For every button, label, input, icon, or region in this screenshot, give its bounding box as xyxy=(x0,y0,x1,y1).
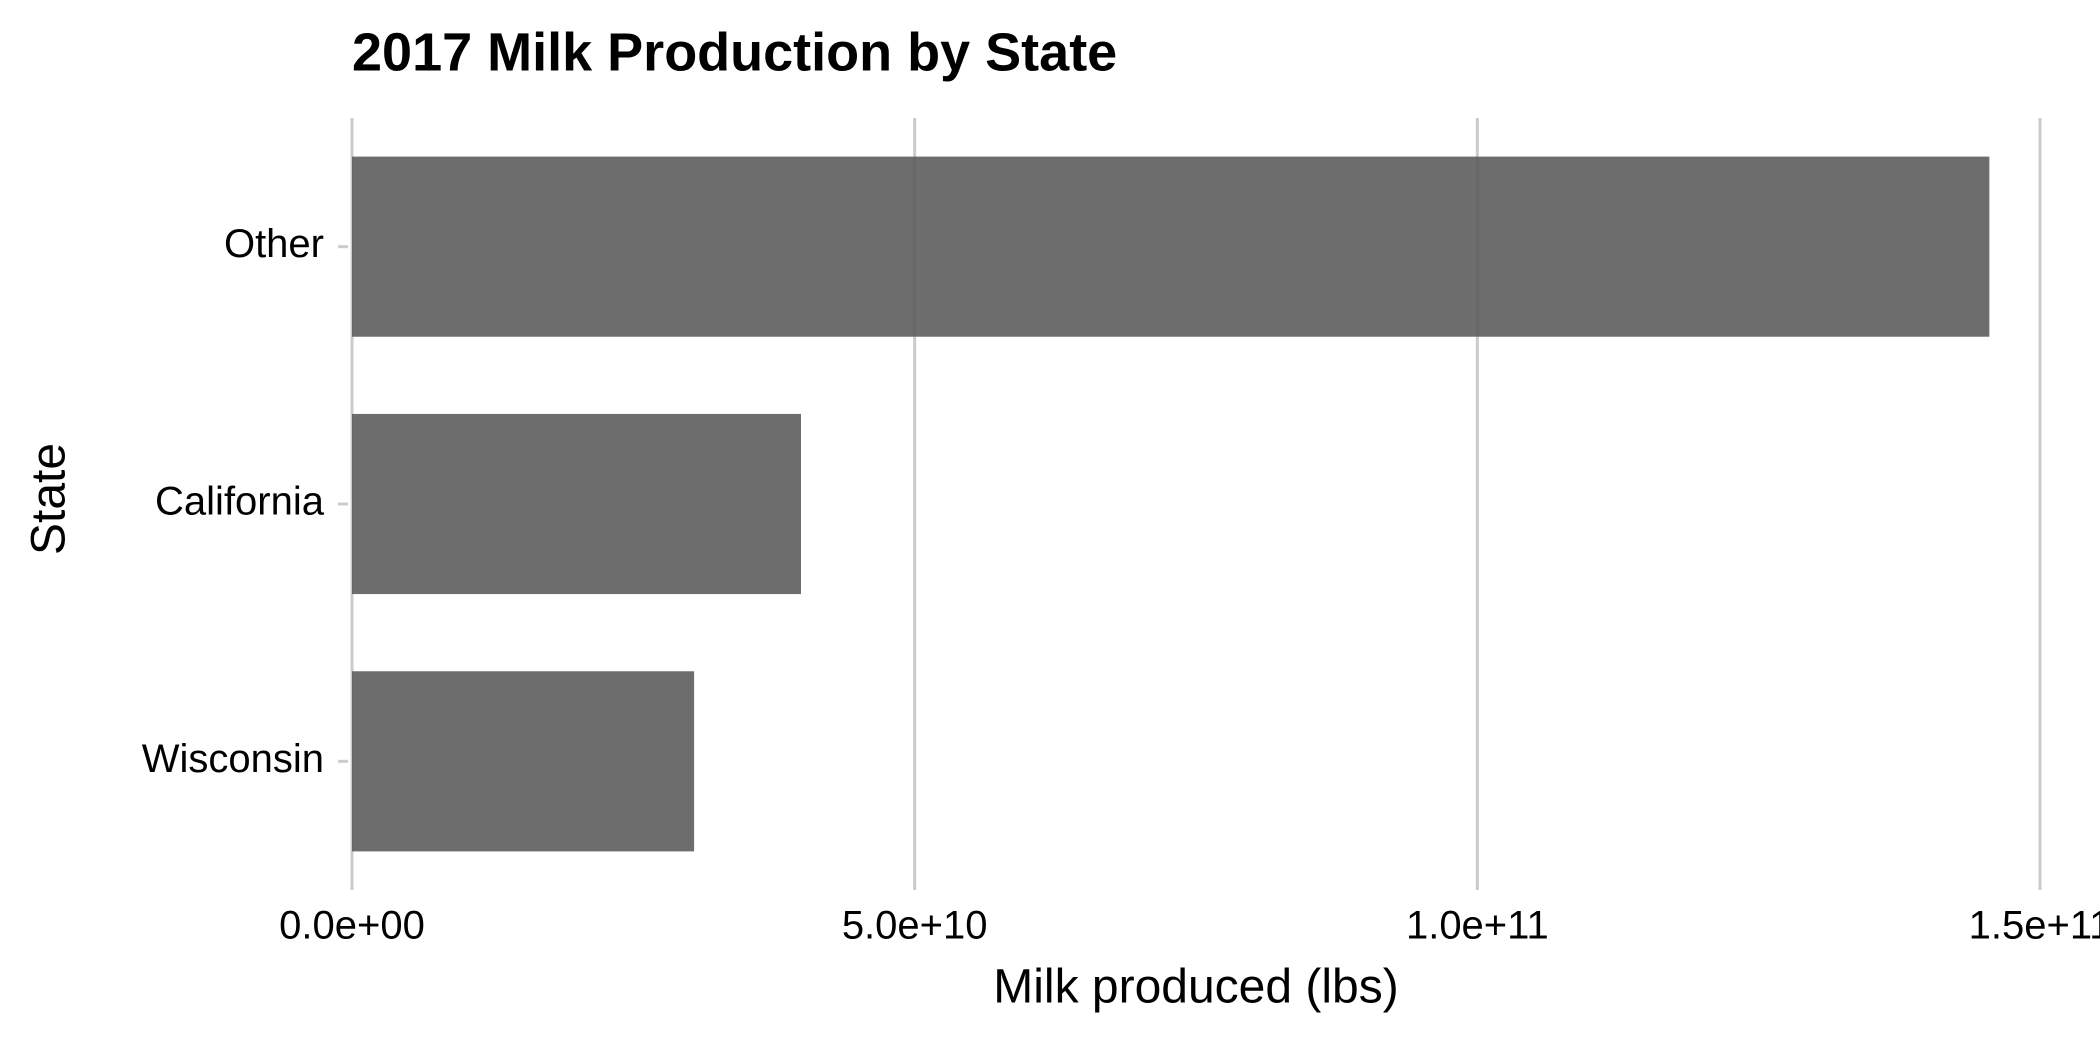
y-tick-label: Other xyxy=(224,222,324,266)
x-axis-title: Milk produced (lbs) xyxy=(993,961,1398,1014)
x-tick-label: 0.0e+00 xyxy=(279,904,425,948)
y-tick-label: California xyxy=(155,480,325,524)
bar xyxy=(352,671,695,852)
bar xyxy=(352,413,802,595)
x-tick-label: 5.0e+10 xyxy=(842,904,988,948)
x-tick-label: 1.5e+11 xyxy=(1969,904,2100,948)
bar xyxy=(352,156,1990,337)
x-tick-label: 1.0e+11 xyxy=(1406,904,1549,948)
y-axis-title: State xyxy=(23,443,76,555)
y-tick-label: Wisconsin xyxy=(142,737,324,781)
chart-title: 2017 Milk Production by State xyxy=(352,22,1117,82)
